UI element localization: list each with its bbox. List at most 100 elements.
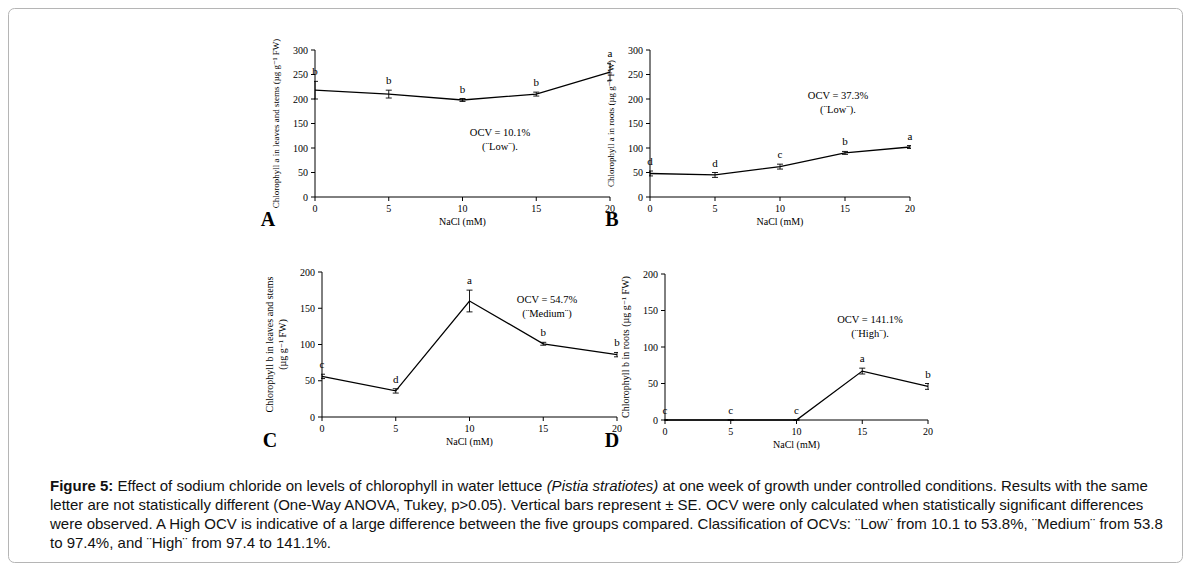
y-tick-label: 100	[628, 143, 643, 154]
error-bar	[907, 146, 911, 149]
x-tick-label: 5	[393, 423, 398, 434]
panel: 05010015020025030005101520NaCl (mM)Chlor…	[261, 39, 615, 230]
significance-letter: d	[393, 373, 399, 385]
significance-letter: b	[460, 83, 466, 95]
y-tick-label: 50	[633, 167, 643, 178]
y-tick	[318, 417, 322, 418]
x-tick	[462, 197, 463, 201]
significance-letter: b	[541, 326, 547, 338]
error-bar	[728, 420, 734, 421]
x-tick-label: 0	[648, 203, 653, 214]
x-tick	[536, 197, 537, 201]
y-tick	[318, 344, 322, 345]
x-tick-label: 15	[538, 423, 548, 434]
y-tick	[318, 308, 322, 309]
significance-letter: c	[320, 358, 325, 370]
error-bar	[649, 171, 653, 176]
x-tick-label: 0	[320, 423, 325, 434]
y-tick-label: 150	[628, 118, 643, 129]
significance-letter: c	[728, 404, 733, 416]
significance-letter: b	[386, 74, 392, 86]
x-tick-label: 15	[857, 426, 867, 437]
y-tick-label: 50	[305, 375, 315, 386]
y-tick	[311, 50, 315, 51]
significance-letter: a	[608, 47, 613, 59]
error-bar	[467, 290, 473, 312]
y-tick-label: 150	[300, 303, 315, 314]
x-tick	[395, 417, 396, 421]
error-bar	[540, 342, 546, 345]
error-bar	[533, 92, 539, 96]
y-axis-label: Chlorophyll a in leaves and stems (µg g⁻…	[271, 39, 281, 209]
error-bar	[842, 151, 848, 154]
error-bar	[777, 164, 783, 169]
y-tick-label: 0	[638, 192, 643, 203]
plot-area	[314, 63, 611, 101]
significance-letter: d	[712, 157, 718, 169]
x-tick-label: 5	[713, 203, 718, 214]
y-tick	[646, 123, 650, 124]
data-line	[665, 371, 928, 420]
significance-letter: b	[842, 135, 848, 147]
x-tick-label: 20	[905, 203, 915, 214]
y-axis-label: Chlorophyll b in roots (µg g⁻¹ FW)	[620, 276, 632, 418]
panel: 05010015020005101520NaCl (mM)Chlorophyll…	[263, 267, 622, 452]
x-tick-label: 5	[728, 426, 733, 437]
data-line	[315, 72, 610, 100]
panel-letter: C	[263, 429, 277, 451]
x-tick-label: 10	[458, 203, 468, 214]
error-bar	[614, 352, 618, 356]
figure-frame	[9, 9, 1183, 563]
significance-letter: d	[647, 155, 653, 167]
y-axis-label: Chlorophyll b in leaves and stems(µg g⁻¹…	[264, 276, 289, 412]
y-tick	[646, 50, 650, 51]
x-tick-label: 10	[792, 426, 802, 437]
annotation: (¨Medium¨)	[522, 308, 572, 320]
y-tick	[311, 123, 315, 124]
y-tick-label: 0	[303, 192, 308, 203]
x-axis-label: NaCl (mM)	[439, 216, 486, 228]
significance-letter: c	[794, 404, 799, 416]
plot-area	[649, 146, 911, 178]
y-tick-label: 300	[628, 45, 643, 56]
x-tick	[322, 417, 323, 421]
caption-label: Figure 5:	[50, 477, 113, 494]
x-tick-label: 0	[663, 426, 668, 437]
caption: Figure 5: Effect of sodium chloride on l…	[50, 476, 1172, 552]
x-tick-label: 10	[465, 423, 475, 434]
significance-letter: b	[312, 65, 318, 77]
x-tick	[469, 417, 470, 421]
y-tick	[661, 310, 665, 311]
caption-species: (Pistia stratiotes)	[547, 477, 659, 494]
y-tick	[646, 74, 650, 75]
y-tick-label: 100	[293, 143, 308, 154]
y-tick-label: 150	[643, 305, 658, 316]
error-bar	[925, 384, 929, 390]
x-tick	[315, 197, 316, 201]
error-bar	[393, 389, 399, 393]
panel: 05010015020025030005101520NaCl (mM)Chlor…	[605, 45, 915, 231]
y-tick	[318, 380, 322, 381]
y-tick-label: 0	[310, 412, 315, 423]
x-tick	[862, 420, 863, 424]
y-tick-label: 250	[628, 69, 643, 80]
panel-letter: B	[605, 208, 618, 230]
y-tick	[661, 383, 665, 384]
significance-letter: a	[908, 130, 913, 142]
x-tick-label: 20	[923, 426, 933, 437]
plot-area	[664, 368, 929, 420]
error-bar	[712, 173, 718, 178]
x-tick	[910, 197, 911, 201]
annotation: OCV = 54.7%	[517, 294, 578, 305]
panel: 05010015020005101520NaCl (mM)Chlorophyll…	[605, 269, 933, 452]
y-tick-label: 100	[300, 339, 315, 350]
y-tick-label: 200	[628, 94, 643, 105]
caption-text: Effect of sodium chloride on levels of c…	[113, 477, 546, 494]
x-tick	[780, 197, 781, 201]
x-tick-label: 0	[313, 203, 318, 214]
y-tick	[311, 172, 315, 173]
significance-letter: c	[778, 148, 783, 160]
error-bar	[321, 374, 325, 378]
annotation: OCV = 10.1%	[470, 127, 531, 138]
y-tick-label: 300	[293, 45, 308, 56]
